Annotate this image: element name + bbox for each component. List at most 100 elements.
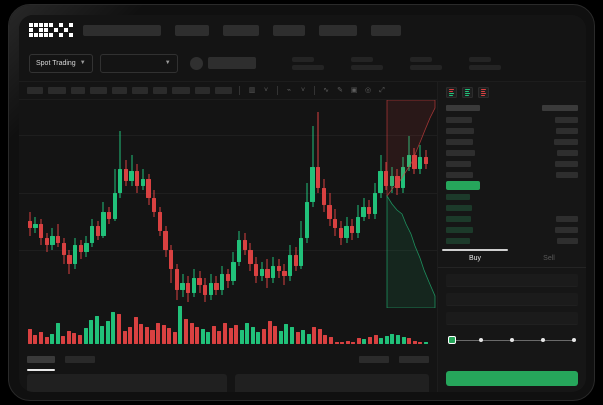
orderbook-bids-icon[interactable] <box>462 87 473 98</box>
candlestick <box>304 112 310 302</box>
volume-bar <box>33 306 39 344</box>
pencil-icon[interactable]: ✎ <box>337 87 343 94</box>
order-amount-field[interactable] <box>446 293 578 306</box>
volume-bar <box>395 306 401 344</box>
volume-bar <box>317 306 323 344</box>
volume-bar <box>401 306 407 344</box>
volume-bar <box>356 306 362 344</box>
candlestick <box>242 112 248 302</box>
bottom-tab-1[interactable] <box>65 356 95 363</box>
volume-bar <box>200 306 206 344</box>
nav-items <box>175 24 401 36</box>
timeframe-button-4[interactable] <box>112 87 127 94</box>
candle-body <box>355 216 361 234</box>
candlestick-series <box>19 112 437 302</box>
chevron-down-icon[interactable]: ˅ <box>263 87 269 94</box>
volume-bar <box>44 306 50 344</box>
orderbook-both-icon[interactable] <box>446 87 457 98</box>
order-price-field[interactable] <box>446 274 578 287</box>
orderbook-ask-row[interactable] <box>446 159 578 168</box>
search-input[interactable] <box>83 24 161 36</box>
orderbook-ask-row[interactable] <box>446 126 578 135</box>
orderbook-bid-row[interactable] <box>446 236 578 245</box>
orderbook-ask-row[interactable] <box>446 137 578 146</box>
nav-item-2[interactable] <box>273 24 305 36</box>
tab-buy[interactable]: Buy <box>468 255 482 262</box>
indicator-icon[interactable]: ⌁ <box>286 87 292 94</box>
timeframe-button-3[interactable] <box>90 87 107 94</box>
price-chart[interactable] <box>19 100 437 348</box>
timeframe-button-6[interactable] <box>153 87 167 94</box>
volume-bar-fill <box>245 322 250 344</box>
market-stat-value <box>468 64 501 70</box>
volume-bar-fill <box>150 329 155 344</box>
orderbook-column-headers <box>438 102 586 115</box>
slider-stop-75[interactable] <box>541 337 545 342</box>
settings-target-icon[interactable]: ◎ <box>364 87 372 94</box>
nav-item-4[interactable] <box>371 24 401 36</box>
candle-body <box>101 211 106 236</box>
orderbook-bid-row[interactable] <box>446 214 578 223</box>
volume-bar <box>256 306 262 344</box>
timeframe-button-8[interactable] <box>195 87 210 94</box>
market-type-dropdown[interactable]: Spot Trading ▼ <box>29 53 93 73</box>
slider-stop-50[interactable] <box>510 337 514 342</box>
nav-item-1[interactable] <box>223 24 259 36</box>
candle-body <box>78 245 83 253</box>
timeframe-button-5[interactable] <box>132 87 148 94</box>
timeframe-button-7[interactable] <box>172 87 190 94</box>
orderbook-amount-cell <box>556 215 578 222</box>
bottom-content-panel-1[interactable] <box>234 374 429 392</box>
candle-body <box>231 261 236 281</box>
camera-icon[interactable]: ▣ <box>350 87 358 94</box>
orderbook-bid-row[interactable] <box>446 203 578 212</box>
timeframe-button-0[interactable] <box>27 87 43 94</box>
slider-stop-25[interactable] <box>479 337 483 342</box>
timeframe-button-1[interactable] <box>48 87 66 94</box>
order-total-field[interactable] <box>446 312 578 325</box>
orderbook-price-cell <box>446 171 473 178</box>
chevron-down-icon[interactable]: ˅ <box>300 87 306 94</box>
orderbook-bid-row[interactable] <box>446 225 578 234</box>
amount-percent-slider[interactable] <box>448 336 576 345</box>
orderbook-price-cell <box>446 127 474 134</box>
candlestick-icon[interactable]: ▥ <box>248 87 256 94</box>
timeframe-button-9[interactable] <box>215 87 232 94</box>
active-tab-underline <box>27 369 55 371</box>
candlestick <box>38 112 44 302</box>
orderbook-spread-row[interactable] <box>446 181 480 190</box>
orderbook-ask-row[interactable] <box>446 148 578 157</box>
orderbook-ask-row[interactable] <box>446 170 578 179</box>
slider-stop-100[interactable] <box>572 337 576 342</box>
bottom-tab-0[interactable] <box>27 356 55 363</box>
volume-bar <box>289 306 295 344</box>
volume-bar <box>233 306 239 344</box>
candle-body <box>276 266 281 272</box>
market-stat-value <box>350 64 383 70</box>
okx-logo-icon[interactable] <box>29 23 73 37</box>
timeframe-buttons <box>27 87 232 94</box>
timeframe-button-2[interactable] <box>71 87 85 94</box>
orderbook-bid-row[interactable] <box>446 192 578 201</box>
volume-bar-fill <box>223 323 228 344</box>
orderbook-amount-cell <box>554 138 578 145</box>
trading-pair-dropdown[interactable]: ▼ <box>99 53 178 73</box>
submit-buy-button[interactable] <box>446 371 578 386</box>
bottom-action-0[interactable] <box>359 356 389 363</box>
bottom-action-1[interactable] <box>399 356 429 363</box>
orderbook-ask-row[interactable] <box>446 115 578 124</box>
volume-bar-fill <box>33 335 38 344</box>
slider-handle[interactable] <box>448 336 456 344</box>
candle-body <box>214 283 219 291</box>
tab-sell[interactable]: Sell <box>543 255 555 262</box>
nav-item-3[interactable] <box>319 24 357 36</box>
orderbook-asks-icon[interactable] <box>478 87 489 98</box>
nav-item-0[interactable] <box>175 24 209 36</box>
volume-bar-fill <box>55 323 60 344</box>
candle-body <box>180 283 185 291</box>
wave-line-icon[interactable]: ∿ <box>323 87 329 94</box>
fullscreen-icon[interactable]: ⤢ <box>379 87 385 94</box>
candlestick <box>44 112 50 302</box>
bottom-content-panel-0[interactable] <box>27 374 227 392</box>
candle-body <box>67 254 72 264</box>
